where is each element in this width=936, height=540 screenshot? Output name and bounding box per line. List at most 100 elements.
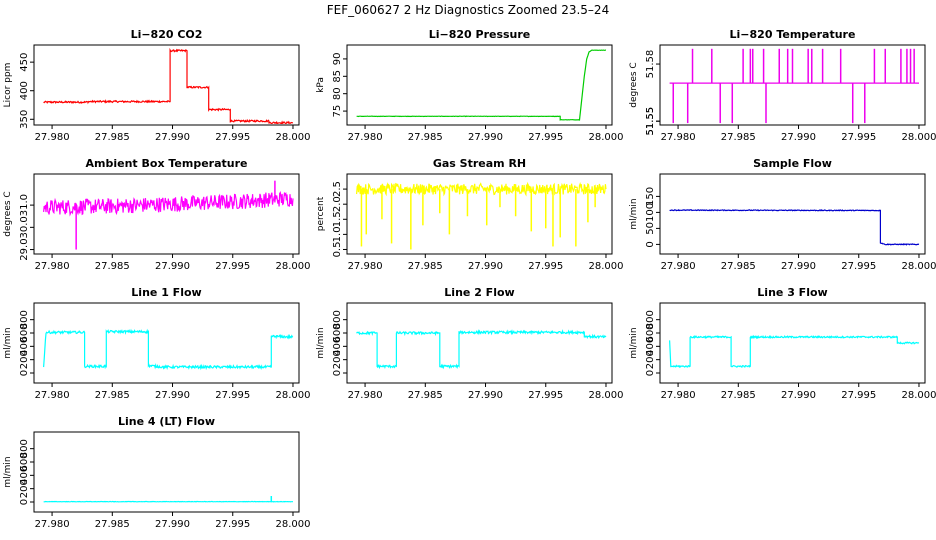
x-tick-label: 27.985 [408, 132, 443, 143]
x-tick-label: 27.990 [781, 261, 816, 272]
y-tick-label: 80 [332, 87, 343, 100]
chart-panel-8: Line 2 Flow 27.980 27.985 27.990 27.995 28.00… [316, 286, 623, 401]
x-tick-label: 28.000 [275, 390, 310, 401]
chart-title: Line 2 Flow [444, 286, 514, 299]
x-tick-label: 28.000 [588, 261, 623, 272]
x-tick-label: 27.990 [781, 390, 816, 401]
x-tick-label: 27.985 [95, 519, 130, 530]
x-tick-label: 27.980 [35, 261, 70, 272]
x-tick-label: 27.995 [841, 390, 876, 401]
x-tick-label: 27.985 [721, 132, 756, 143]
plot-frame [659, 44, 926, 126]
y-tick-label: 150 [645, 187, 656, 206]
y-tick-label: 800 [332, 310, 343, 329]
y-tick-label: 400 [332, 337, 343, 356]
x-tick-label: 27.980 [661, 261, 696, 272]
x-tick-label: 27.980 [35, 390, 70, 401]
y-axis-label: degrees C [3, 191, 13, 236]
x-tick-label: 27.990 [781, 132, 816, 143]
chart-panel-3: Li−820 Temperature 27.980 27.985 27.990 27.9… [629, 28, 936, 143]
series-line [356, 181, 607, 197]
y-tick-label: 200 [645, 350, 656, 369]
y-tick-label: 51.55 [645, 107, 656, 136]
x-tick-label: 27.990 [155, 390, 190, 401]
chart-panel-6: Sample Flow 27.980 27.985 27.990 27.995 28.00… [629, 157, 936, 272]
x-tick-label: 28.000 [275, 132, 310, 143]
x-tick-label: 27.980 [35, 132, 70, 143]
chart-title: Gas Stream RH [433, 157, 526, 170]
y-tick-label: 2.5 [332, 181, 343, 197]
x-tick-label: 27.995 [528, 132, 563, 143]
y-tick-label: 0 [332, 370, 343, 376]
chart-panel-4: Ambient Box Temperature 27.980 27.985 27.99… [3, 157, 310, 272]
x-tick-label: 28.000 [901, 132, 936, 143]
y-tick-label: 50 [645, 222, 656, 235]
plot-frame [346, 44, 613, 126]
x-tick-label: 28.000 [901, 261, 936, 272]
y-tick-label: 0 [19, 370, 30, 376]
y-tick-label: 90 [332, 53, 343, 66]
chart-title: Li−820 CO2 [131, 28, 203, 41]
x-tick-label: 27.980 [348, 390, 383, 401]
series-line [356, 49, 607, 121]
chart-title: Li−820 Temperature [730, 28, 856, 41]
panels: Li−820 CO2 27.980 27.985 27.990 27.995 28.000… [3, 28, 936, 530]
y-tick-label: 800 [19, 439, 30, 458]
x-tick-label: 27.995 [528, 261, 563, 272]
chart-panel-10: Line 4 (LT) Flow 27.980 27.985 27.990 27.995… [3, 415, 310, 530]
figure-title: FEF_060627 2 Hz Diagnostics Zoomed 23.5–… [327, 3, 609, 17]
x-tick-label: 27.990 [155, 132, 190, 143]
y-tick-label: 600 [19, 323, 30, 342]
x-tick-label: 27.995 [215, 132, 250, 143]
x-tick-label: 27.985 [408, 261, 443, 272]
y-tick-label: 75 [332, 105, 343, 118]
chart-title: Line 3 Flow [757, 286, 827, 299]
plot-frame [33, 302, 300, 384]
y-tick-label: 600 [19, 452, 30, 471]
x-tick-label: 27.990 [468, 390, 503, 401]
y-tick-label: 1.0 [332, 226, 343, 242]
y-tick-label: 400 [645, 337, 656, 356]
y-axis-label: percent [316, 196, 326, 231]
y-tick-label: 85 [332, 70, 343, 83]
y-axis-label: ml/min [3, 456, 13, 487]
plot-frame [33, 173, 300, 255]
x-tick-label: 27.985 [95, 390, 130, 401]
x-tick-label: 27.980 [661, 132, 696, 143]
x-tick-label: 27.985 [95, 132, 130, 143]
x-tick-label: 28.000 [588, 132, 623, 143]
x-tick-label: 27.985 [95, 261, 130, 272]
x-tick-label: 27.990 [468, 261, 503, 272]
y-tick-label: 1.5 [332, 211, 343, 227]
y-tick-label: 0 [19, 499, 30, 505]
x-tick-label: 27.985 [721, 261, 756, 272]
y-tick-label: 200 [19, 479, 30, 498]
series-line [356, 329, 607, 370]
chart-title: Ambient Box Temperature [86, 157, 248, 170]
y-tick-label: 100 [645, 203, 656, 222]
x-tick-label: 27.980 [661, 390, 696, 401]
y-tick-label: 200 [332, 350, 343, 369]
chart-title: Sample Flow [753, 157, 832, 170]
y-axis-label: kPa [316, 77, 326, 93]
y-tick-label: 51.55 [645, 107, 656, 136]
y-tick-label: 51.58 [645, 50, 656, 79]
x-tick-label: 27.990 [468, 132, 503, 143]
y-axis-label: degrees C [629, 62, 639, 107]
x-tick-label: 27.985 [408, 390, 443, 401]
y-tick-label: 0 [645, 241, 656, 247]
plot-frame [659, 173, 926, 255]
series-line [43, 47, 294, 124]
x-tick-label: 27.995 [841, 132, 876, 143]
series-line [669, 209, 920, 246]
y-tick-label: 600 [332, 323, 343, 342]
y-axis-label: ml/min [629, 198, 639, 229]
y-axis-label: ml/min [629, 327, 639, 358]
x-tick-label: 27.980 [348, 132, 383, 143]
x-tick-label: 28.000 [275, 261, 310, 272]
plot-frame [33, 431, 300, 513]
plot-frame [659, 302, 926, 384]
plot-frame [33, 44, 300, 126]
chart-title: Line 4 (LT) Flow [118, 415, 215, 428]
y-tick-label: 350 [19, 110, 30, 129]
